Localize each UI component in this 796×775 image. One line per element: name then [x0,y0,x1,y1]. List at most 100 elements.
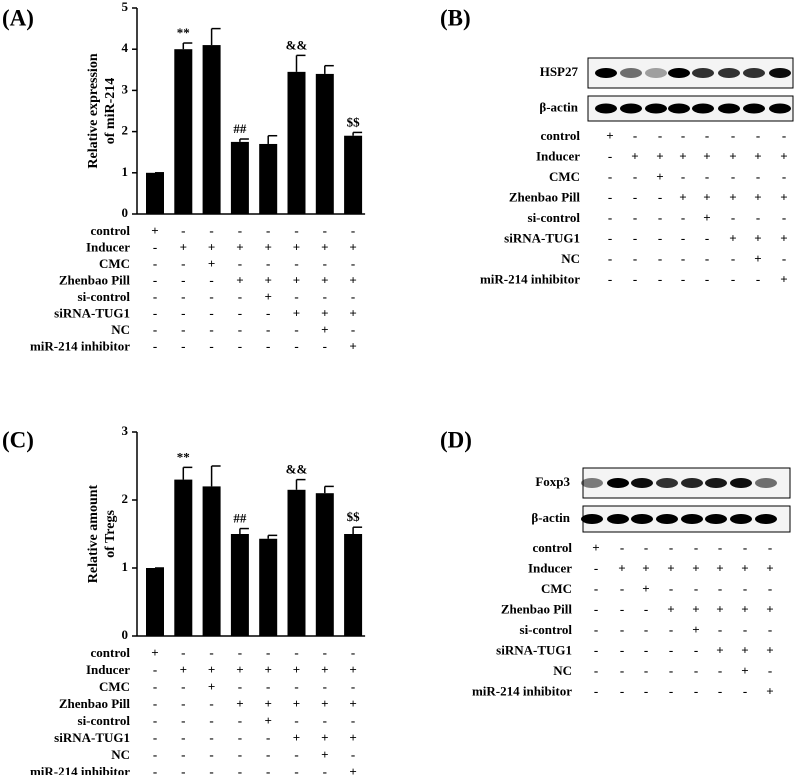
panel-label: (D) [440,427,472,452]
condition-sign: - [658,230,662,245]
condition-sign: - [718,581,722,596]
condition-sign: + [729,148,736,163]
condition-sign: - [209,338,213,353]
condition-sign: - [608,189,612,204]
condition-sign: - [323,223,327,238]
condition-sign: - [681,128,685,143]
blot-band [705,478,727,488]
condition-sign: + [780,148,787,163]
blot-band [595,103,617,114]
condition-sign: - [669,642,673,657]
condition-sign: - [644,601,648,616]
condition-sign: + [349,696,356,711]
condition-sign: + [321,272,328,287]
condition-sign: + [349,662,356,677]
condition-sign: + [592,540,599,555]
bar [174,49,193,215]
condition-sign: - [620,683,624,698]
condition-sign: - [266,223,270,238]
condition-sign: - [594,581,598,596]
condition-sign: + [180,662,187,677]
condition-sign: - [743,622,747,637]
condition-sign: - [644,622,648,637]
condition-sign: - [351,256,355,271]
blot-band [581,478,603,488]
condition-sign: + [264,289,271,304]
condition-sign: - [323,256,327,271]
y-tick-label: 1 [122,559,129,574]
blot-band [595,68,617,78]
condition-sign: + [766,601,773,616]
condition-sign: - [681,251,685,266]
condition-label: control [91,223,131,238]
condition-sign: - [782,169,786,184]
blot-band [631,514,653,524]
condition-sign: - [238,305,242,320]
significance-mark: $$ [347,114,361,129]
condition-sign: + [754,230,761,245]
condition-label: Zhenbao Pill [501,601,573,616]
condition-sign: - [768,622,772,637]
condition-sign: - [669,622,673,637]
blot-band [631,478,653,488]
condition-sign: + [780,271,787,286]
condition-sign: + [264,696,271,711]
condition-sign: + [349,764,356,775]
condition-sign: - [153,305,157,320]
condition-label: NC [111,747,130,762]
condition-sign: - [694,581,698,596]
condition-sign: + [293,272,300,287]
condition-sign: - [644,683,648,698]
condition-sign: + [656,148,663,163]
condition-sign: + [236,272,243,287]
condition-sign: - [209,645,213,660]
bar [315,493,334,636]
condition-sign: - [323,679,327,694]
condition-sign: + [716,560,723,575]
condition-sign: - [266,322,270,337]
condition-sign: + [293,730,300,745]
condition-sign: + [208,239,215,254]
condition-sign: - [620,622,624,637]
condition-label: siRNA-TUG1 [504,230,580,245]
y-axis-label: Relative amount [86,484,101,583]
condition-sign: + [293,662,300,677]
condition-sign: - [209,730,213,745]
condition-sign: - [153,696,157,711]
blot-band [645,68,667,78]
condition-label: Inducer [528,560,572,575]
condition-sign: - [658,251,662,266]
condition-sign: - [782,210,786,225]
condition-sign: - [209,223,213,238]
condition-label: control [541,128,581,143]
significance-mark: ** [177,449,190,464]
condition-sign: - [294,679,298,694]
y-tick-label: 1 [122,164,129,179]
band-label: β-actin [531,510,570,525]
bar [230,534,249,636]
condition-sign: - [209,272,213,287]
condition-sign: - [756,210,760,225]
condition-label: Inducer [536,148,580,163]
condition-sign: - [209,764,213,775]
condition-label: miR-214 inhibitor [30,764,130,775]
condition-sign: - [181,272,185,287]
blot-band [755,514,777,524]
condition-sign: + [321,747,328,762]
condition-sign: + [151,645,158,660]
significance-mark: ## [233,121,247,136]
bar [315,73,334,214]
significance-mark: $$ [347,509,361,524]
condition-label: Zhenbao Pill [59,696,131,711]
condition-sign: - [681,210,685,225]
condition-sign: + [741,642,748,657]
blot-band [668,103,690,114]
bar [287,489,306,636]
condition-sign: - [782,251,786,266]
condition-label: Zhenbao Pill [509,189,581,204]
condition-sign: - [181,338,185,353]
condition-label: Inducer [86,239,130,254]
condition-sign: - [238,730,242,745]
condition-sign: - [266,764,270,775]
